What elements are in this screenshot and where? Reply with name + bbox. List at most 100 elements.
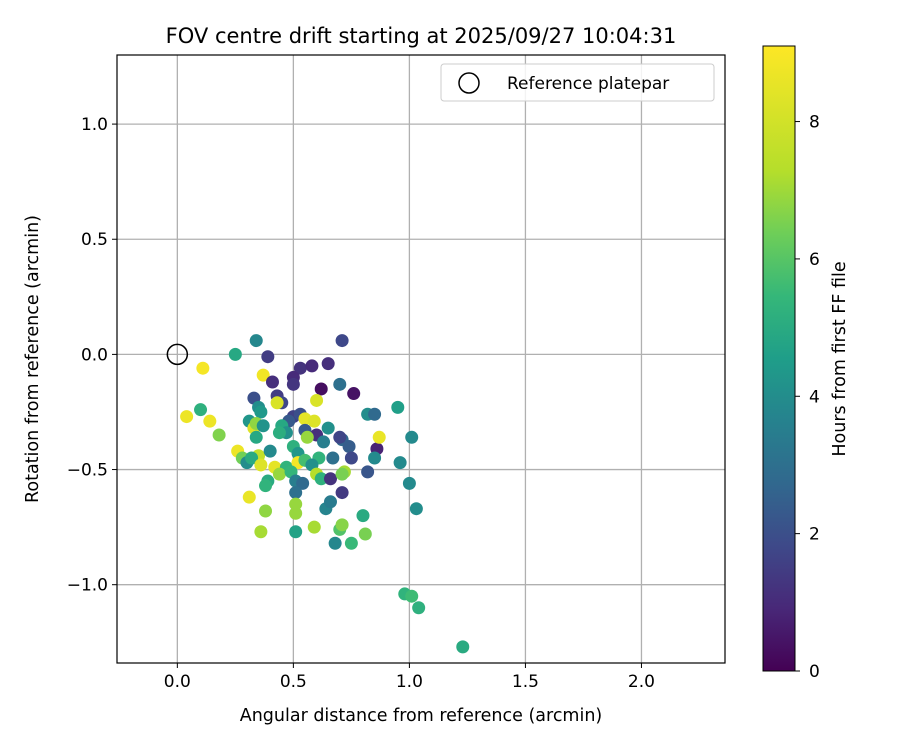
data-point bbox=[263, 444, 277, 458]
data-point bbox=[342, 440, 356, 454]
data-point bbox=[314, 382, 328, 396]
colorbar-tick-label: 8 bbox=[809, 113, 820, 133]
data-point bbox=[317, 435, 331, 449]
data-point bbox=[335, 334, 349, 348]
data-point bbox=[272, 426, 286, 440]
y-tick-label: 1.0 bbox=[81, 115, 108, 135]
legend-entry-reference: Reference platepar bbox=[507, 74, 669, 94]
data-point bbox=[307, 414, 321, 428]
data-point bbox=[323, 495, 337, 509]
data-point bbox=[194, 403, 208, 417]
colorbar-tick-label: 2 bbox=[809, 525, 820, 545]
data-point bbox=[335, 486, 349, 500]
legend-box bbox=[440, 63, 715, 102]
data-point bbox=[391, 400, 405, 414]
data-point bbox=[245, 451, 259, 465]
data-point bbox=[249, 334, 263, 348]
data-point bbox=[356, 509, 370, 523]
gridlines bbox=[117, 55, 725, 663]
data-point bbox=[323, 472, 337, 486]
chart-title: FOV centre drift starting at 2025/09/27 … bbox=[166, 24, 677, 48]
data-point bbox=[368, 407, 382, 421]
data-point bbox=[228, 347, 242, 361]
data-point bbox=[254, 458, 268, 472]
data-point bbox=[261, 350, 275, 364]
data-point bbox=[335, 518, 349, 532]
data-point bbox=[212, 428, 226, 442]
data-point bbox=[289, 506, 303, 520]
data-point bbox=[256, 419, 270, 433]
data-point bbox=[393, 456, 407, 470]
data-point bbox=[286, 377, 300, 391]
data-point bbox=[249, 430, 263, 444]
y-tick-label: −0.5 bbox=[67, 461, 108, 481]
data-point bbox=[333, 430, 347, 444]
data-point bbox=[456, 640, 470, 654]
data-point bbox=[203, 414, 217, 428]
colorbar-tick-label: 0 bbox=[809, 662, 820, 682]
data-point bbox=[289, 497, 303, 511]
legend: Reference platepar bbox=[440, 63, 715, 102]
colorbar-gradient bbox=[762, 45, 796, 672]
data-point bbox=[300, 430, 314, 444]
data-point bbox=[328, 536, 342, 550]
reference-platepar-marker bbox=[166, 343, 189, 366]
colorbar: 0 2 4 6 8 Hours from first FF file bbox=[762, 45, 850, 682]
colorbar-tick-label: 4 bbox=[809, 387, 820, 407]
x-tick-label: 0.0 bbox=[164, 672, 191, 692]
data-point bbox=[256, 368, 270, 382]
data-point bbox=[270, 396, 284, 410]
y-tick-label: −1.0 bbox=[67, 576, 108, 596]
x-axis-label: Angular distance from reference (arcmin) bbox=[240, 706, 603, 726]
x-axis-ticks: 0.0 0.5 1.0 1.5 2.0 bbox=[164, 663, 655, 692]
data-point bbox=[347, 387, 361, 401]
data-point bbox=[254, 405, 268, 419]
data-point bbox=[409, 502, 423, 516]
x-tick-label: 1.5 bbox=[512, 672, 539, 692]
y-axis-label: Rotation from reference (arcmin) bbox=[23, 215, 43, 503]
y-tick-label: 0.0 bbox=[81, 345, 108, 365]
x-tick-label: 0.5 bbox=[280, 672, 307, 692]
data-point bbox=[314, 472, 328, 486]
y-tick-label: 0.5 bbox=[81, 230, 108, 250]
x-tick-label: 1.0 bbox=[396, 672, 423, 692]
data-point bbox=[372, 430, 386, 444]
data-point bbox=[259, 504, 273, 518]
data-point bbox=[259, 479, 273, 493]
data-point bbox=[196, 361, 210, 375]
colorbar-label: Hours from first FF file bbox=[830, 261, 850, 456]
data-point bbox=[305, 359, 319, 373]
data-point bbox=[242, 490, 256, 504]
data-point bbox=[358, 527, 372, 541]
data-point bbox=[405, 589, 419, 603]
plot-area-frame bbox=[116, 54, 726, 664]
data-point bbox=[180, 410, 194, 424]
data-point bbox=[310, 393, 324, 407]
data-point bbox=[321, 357, 335, 371]
data-point bbox=[344, 536, 358, 550]
data-point bbox=[272, 467, 286, 481]
scatter-points bbox=[180, 334, 470, 654]
data-point bbox=[368, 451, 382, 465]
data-point bbox=[361, 465, 375, 479]
data-point bbox=[333, 377, 347, 391]
data-point bbox=[296, 476, 310, 490]
data-point bbox=[412, 601, 426, 615]
data-point bbox=[402, 476, 416, 490]
x-tick-label: 2.0 bbox=[628, 672, 655, 692]
data-point bbox=[289, 525, 303, 539]
data-point bbox=[321, 421, 335, 435]
data-point bbox=[289, 486, 303, 500]
colorbar-ticks: 0 2 4 6 8 bbox=[795, 113, 820, 682]
data-point bbox=[254, 525, 268, 539]
data-point bbox=[326, 451, 340, 465]
data-point bbox=[405, 430, 419, 444]
data-point bbox=[335, 467, 349, 481]
data-point bbox=[307, 520, 321, 534]
data-point bbox=[344, 451, 358, 465]
data-point bbox=[293, 361, 307, 375]
legend-marker-icon bbox=[458, 72, 480, 94]
y-axis-ticks: 1.0 0.5 0.0 −0.5 −1.0 bbox=[67, 115, 117, 596]
data-point bbox=[265, 375, 279, 389]
